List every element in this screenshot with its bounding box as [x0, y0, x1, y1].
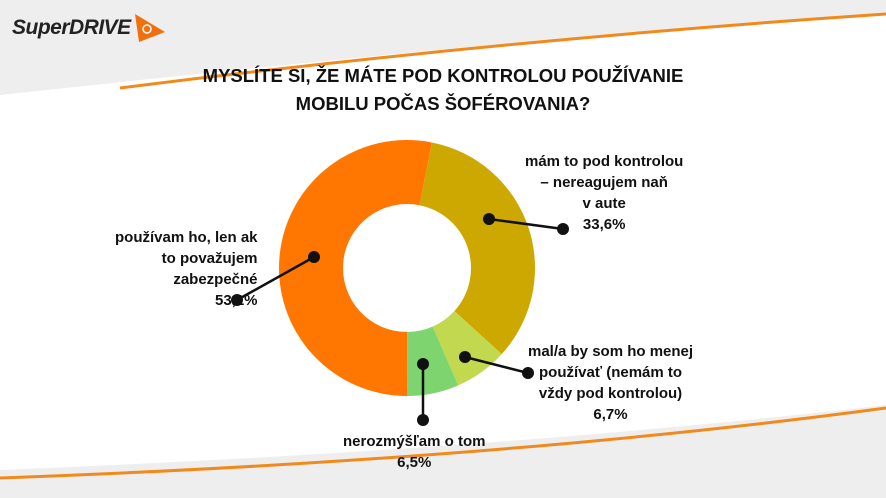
donut-slice-0: [419, 142, 535, 355]
car-warning-icon: [134, 14, 165, 42]
title-line-2: MOBILU POČAS ŠOFÉROVANIA?: [295, 93, 591, 114]
label-slice-0: mám to pod kontrolou – nereagujem naň v au…: [525, 153, 684, 233]
callout-leader-3: [231, 251, 320, 306]
title-line-1: MYSLÍTE SI, ŽE MÁTE POD KONTROLOU POUŽÍV…: [202, 65, 684, 86]
donut-slice-3: [278, 139, 432, 396]
superdrive-logo: SuperDRIVE: [12, 12, 167, 44]
logo-text: SuperDRIVE: [12, 16, 131, 39]
label-slice-3: používam ho, len ak to považujem zabezpečn…: [115, 229, 258, 309]
label-slice-2: nerozmýšľam o tom 6,5%: [343, 433, 486, 471]
label-slice-1: mal/a by som ho menej používať (nemám to v…: [528, 343, 694, 423]
chart-title: MYSLÍTE SI, ŽE MÁTE POD KONTROLOU POUŽÍV…: [0, 62, 886, 118]
callout-leader-1: [459, 351, 534, 379]
callout-leader-0: [483, 213, 569, 235]
donut-slice-1: [432, 311, 502, 386]
callout-leader-2: [417, 358, 429, 426]
donut-slice-2: [407, 326, 459, 396]
